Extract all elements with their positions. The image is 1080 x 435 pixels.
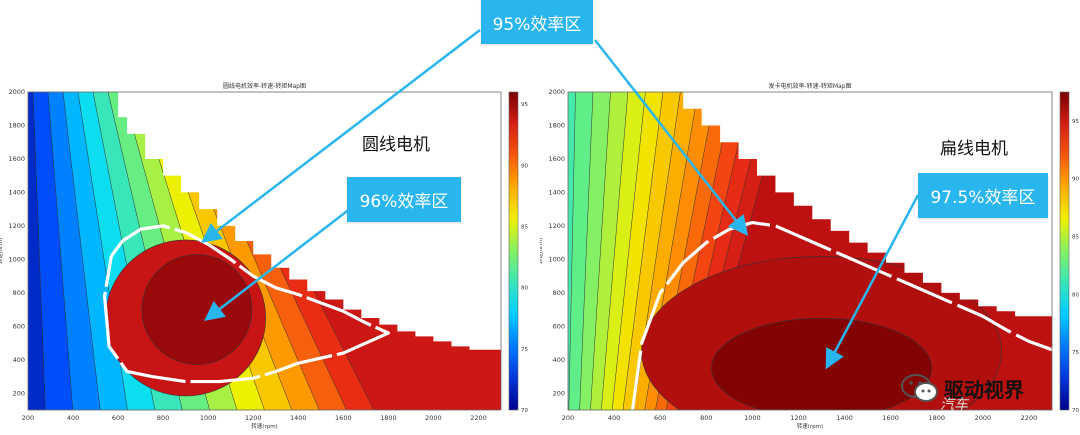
right-chart: 发卡电机效率-转速-转矩Map图 200 400 600 800 1000 1200 1400… [540, 82, 1079, 430]
plot-frame [27, 91, 502, 411]
efficiency-core [711, 317, 932, 410]
watermark: 驱动视界 汽车 [900, 370, 1070, 413]
x-tick-label: 1800 [380, 414, 397, 422]
x-tick-label: 2200 [470, 414, 487, 422]
colorbar [508, 91, 519, 411]
callout-96: 96%效率区 [347, 177, 461, 222]
efficiency-map [28, 92, 501, 410]
y-tick-label: 600 [13, 322, 25, 330]
x-tick-label: 1600 [335, 414, 352, 422]
left-chart: 圆线电机效率-转速-转矩Map图 200 400 600 800 1000 1200 1400… [0, 82, 528, 430]
chart-title: 圆线电机效率-转速-转矩Map图 [223, 82, 306, 90]
y-tick-label: 200 [13, 389, 25, 397]
colorbar-tick-label: 75 [521, 347, 528, 353]
y-tick-label: 1800 [8, 121, 25, 129]
x-tick-label: 200 [562, 414, 574, 422]
x-tick-label: 1400 [290, 414, 307, 422]
y-tick-label: 2000 [548, 88, 565, 96]
y-tick-label: 800 [13, 289, 25, 297]
x-tick-label: 600 [654, 414, 666, 422]
y-tick-label: 1600 [8, 155, 25, 163]
x-tick-label: 1600 [882, 414, 899, 422]
x-axis-label: 转速(rpm) [797, 422, 823, 430]
y-axis-label: 转矩(N.m) [540, 238, 544, 265]
y-tick-label: 1200 [548, 222, 565, 230]
arrow-97-5 [825, 194, 920, 370]
x-tick-label: 400 [67, 414, 79, 422]
y-tick-label: 1400 [548, 188, 565, 196]
colorbar-tick-label: 95 [521, 102, 528, 108]
x-tick-label: 800 [700, 414, 712, 422]
y-tick-label: 2000 [8, 88, 25, 96]
y-tick-label: 400 [553, 356, 565, 364]
x-tick-label: 800 [157, 414, 169, 422]
x-tick-label: 1000 [200, 414, 217, 422]
x-tick-label: 2200 [1021, 414, 1038, 422]
watermark-text: 驱动视界 [944, 378, 1024, 402]
colorbar-tick-label: 85 [1072, 235, 1079, 241]
callout-97-5: 97.5%效率区 [918, 173, 1048, 218]
y-axis-label: 转矩(N.m) [0, 238, 4, 265]
torque-envelope-mask [568, 92, 1052, 320]
y-tick-label: 800 [553, 289, 565, 297]
motor-type-label: 圆线电机 [362, 135, 430, 155]
torque-envelope-mask [118, 92, 501, 355]
arrow-96 [204, 204, 356, 322]
x-tick-label: 1200 [245, 414, 262, 422]
x-tick-label: 600 [112, 414, 124, 422]
colorbar-tick-label: 70 [1072, 408, 1079, 414]
y-tick-label: 1400 [8, 188, 25, 196]
wechat-icon [901, 374, 938, 402]
x-axis-label: 转速(rpm) [251, 422, 277, 430]
efficiency-map [568, 92, 1052, 410]
x-tick-label: 400 [608, 414, 620, 422]
y-tick-label: 1600 [548, 155, 565, 163]
efficiency-zone-contour [102, 224, 390, 384]
y-tick-label: 400 [13, 356, 25, 364]
x-tick-label: 1000 [744, 414, 761, 422]
watermark-sub: 汽车 [940, 397, 968, 413]
colorbar-tick-label: 95 [1072, 119, 1079, 125]
colorbar-tick-label: 90 [521, 163, 528, 169]
colorbar-tick-label: 80 [521, 286, 528, 292]
colorbar-tick-label: 85 [521, 225, 528, 231]
x-tick-label: 1800 [928, 414, 945, 422]
x-tick-label: 2000 [425, 414, 442, 422]
colorbar-tick-label: 70 [521, 408, 528, 414]
efficiency-zone-contour [630, 220, 1052, 410]
arrow-95-left [201, 29, 481, 244]
chart-title: 发卡电机效率-转速-转矩Map图 [769, 82, 852, 90]
y-tick-label: 1200 [8, 222, 25, 230]
plot-frame [567, 91, 1053, 411]
x-tick-label: 1400 [836, 414, 853, 422]
efficiency-core [141, 254, 253, 365]
colorbar-tick-label: 80 [1072, 292, 1079, 298]
x-tick-label: 2000 [975, 414, 992, 422]
y-tick-label: 1800 [548, 121, 565, 129]
x-tick-label: 200 [22, 414, 34, 422]
y-tick-label: 200 [553, 389, 565, 397]
motor-type-label: 扁线电机 [940, 139, 1008, 159]
callout-95: 95%效率区 [481, 0, 593, 44]
y-tick-label: 600 [553, 322, 565, 330]
y-tick-label: 1000 [8, 255, 25, 263]
colorbar-tick-label: 75 [1072, 350, 1079, 356]
x-tick-label: 1200 [790, 414, 807, 422]
colorbar-tick-label: 90 [1072, 177, 1079, 183]
arrow-95-right [594, 39, 749, 236]
colorbar [1059, 91, 1070, 411]
y-tick-label: 1000 [548, 255, 565, 263]
